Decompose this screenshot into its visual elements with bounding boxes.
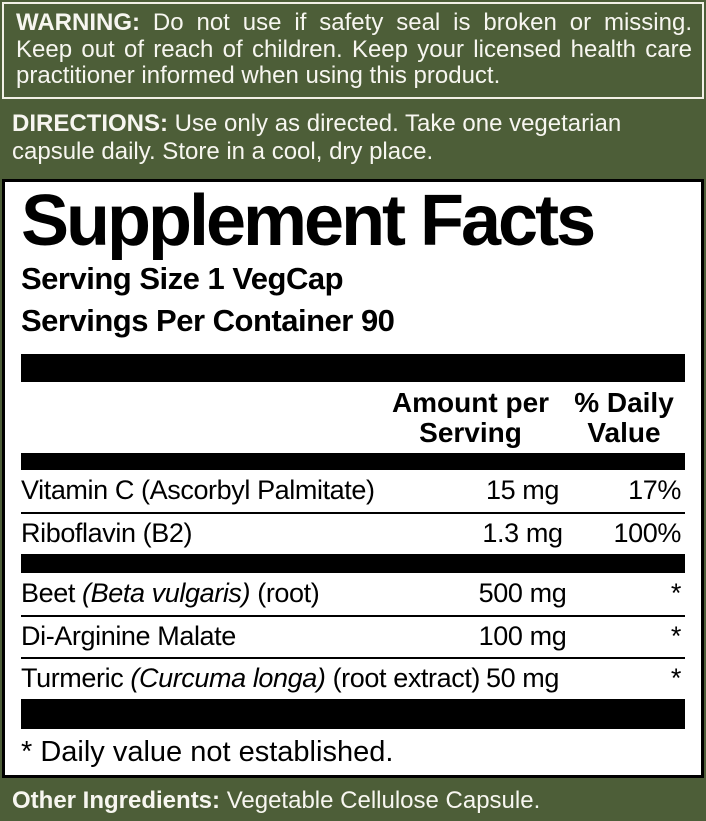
nutrient-amount: 500 mg (478, 578, 567, 608)
nutrient-amount: 100 mg (478, 621, 567, 651)
nutrient-name: Vitamin C (Ascorbyl Palmitate) (21, 475, 375, 505)
serving-size: Serving Size 1 VegCap (21, 260, 344, 296)
directions-text: Use only as directed. Take one vegetaria… (12, 109, 622, 165)
servings-per-container: Servings Per Container 90 (21, 302, 395, 338)
divider-bar-bottom (21, 698, 685, 729)
daily-value-footnote: * Daily value not established. (21, 735, 394, 768)
directions-section: DIRECTIONS: Use only as directed. Take o… (0, 99, 706, 179)
divider-bar-top (21, 353, 685, 382)
nutrient-amount: 50 mg (485, 663, 560, 693)
supplement-facts-panel: Supplement Facts Serving Size 1 VegCap S… (2, 178, 704, 778)
nutrient-name: Riboflavin (B2) (21, 518, 193, 548)
nutrient-amount: 15 mg (485, 475, 560, 505)
nutrient-daily-value: 100% (613, 518, 682, 548)
warning-box: WARNING: Do not use if safety seal is br… (2, 2, 704, 99)
divider-bar-under-header (21, 452, 685, 470)
percent-daily-value-header: % Daily Value (574, 386, 674, 448)
directions-label: DIRECTIONS: (12, 109, 168, 137)
nutrient-name: Turmeric (Curcuma longa) (root extract) (21, 663, 481, 693)
nutrient-daily-value: * (670, 621, 682, 651)
amount-per-serving-header: Amount per Serving (391, 386, 550, 448)
table-row-di-arginine-malate: Di-Arginine Malate 100 mg * (21, 614, 685, 657)
table-row-turmeric: Turmeric (Curcuma longa) (root extract) … (21, 656, 685, 699)
other-ingredients-label: Other Ingredients: (12, 786, 221, 814)
divider-bar-middle (21, 553, 685, 573)
other-ingredients-section: Other Ingredients: Vegetable Cellulose C… (0, 778, 706, 814)
nutrient-name: Beet (Beta vulgaris) (root) (21, 578, 320, 608)
nutrient-amount: 1.3 mg (482, 518, 563, 548)
warning-label: WARNING: (16, 9, 140, 36)
table-row-riboflavin: Riboflavin (B2) 1.3 mg 100% (21, 511, 685, 554)
nutrient-daily-value: * (670, 578, 682, 608)
supplement-facts-title: Supplement Facts (21, 180, 596, 261)
nutrient-daily-value: * (670, 663, 682, 693)
facts-column-headers: Amount per Serving % Daily Value (21, 382, 685, 453)
table-row-vitamin-c: Vitamin C (Ascorbyl Palmitate) 15 mg 17% (21, 470, 685, 512)
nutrient-name: Di-Arginine Malate (21, 621, 236, 651)
nutrient-daily-value: 17% (628, 475, 681, 505)
warning-text: Do not use if safety seal is broken or m… (16, 9, 692, 89)
other-ingredients-text: Vegetable Cellulose Capsule. (220, 786, 541, 814)
table-row-beet: Beet (Beta vulgaris) (root) 500 mg * (21, 573, 685, 615)
